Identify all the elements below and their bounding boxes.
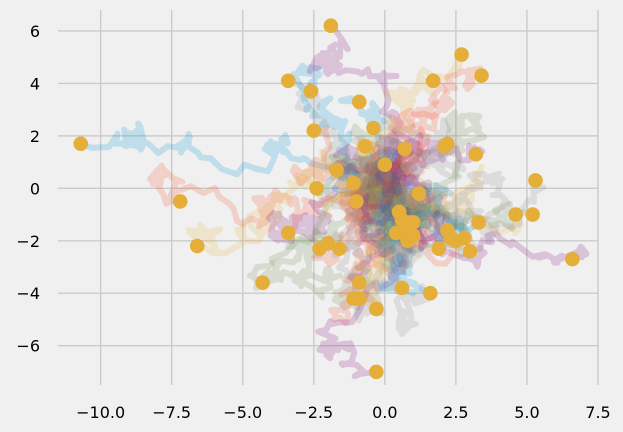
endpoint-marker (440, 136, 455, 152)
endpoint-marker (525, 207, 540, 222)
walk-path (357, 185, 590, 270)
endpoint-marker (394, 280, 410, 296)
endpoint-marker (346, 175, 361, 191)
endpoint-marker (351, 275, 367, 291)
endpoint-marker (189, 238, 205, 254)
endpoint-marker (457, 230, 472, 246)
y-axis-tick-labels: −6 −4 −2 0 2 4 6 (16, 22, 40, 356)
endpoint-marker (303, 83, 319, 99)
endpoint-marker (366, 120, 381, 136)
y-tick-label: −2 (16, 232, 40, 251)
endpoint-marker (565, 251, 580, 267)
y-tick-label: 6 (30, 22, 40, 41)
walk-path (331, 176, 399, 311)
walk-path (77, 120, 400, 197)
endpoint-marker (369, 364, 384, 380)
y-tick-label: −4 (16, 284, 40, 303)
endpoint-marker (468, 146, 484, 162)
endpoint-marker (320, 236, 336, 251)
walk-path (324, 155, 410, 259)
walk-path (337, 138, 403, 210)
endpoint-marker (309, 181, 324, 196)
walk-path (332, 130, 414, 196)
x-tick-label: 0.0 (372, 403, 397, 422)
endpoint-marker (405, 215, 421, 230)
endpoint-marker (329, 162, 344, 178)
endpoint-marker (332, 241, 347, 256)
endpoint-marker (306, 123, 322, 138)
walk-path (147, 162, 388, 231)
walk-path (347, 176, 466, 267)
walk-path (360, 76, 448, 194)
walk-path (290, 62, 391, 193)
endpoint-marker (474, 68, 489, 83)
endpoint-marker (454, 47, 469, 62)
endpoint-marker (357, 139, 373, 154)
walk-path (369, 170, 441, 338)
x-tick-label: −5.0 (223, 403, 262, 422)
walk-path (186, 172, 402, 257)
walk-path (372, 164, 524, 239)
y-tick-label: 2 (30, 127, 40, 146)
endpoint-marker (397, 141, 413, 157)
endpoint-marker (280, 73, 296, 89)
endpoint-marker (255, 275, 270, 291)
walk-path (345, 171, 426, 252)
x-grid-lines (99, 10, 599, 385)
walk-path (359, 164, 428, 246)
endpoint-marker (423, 285, 438, 301)
endpoint-marker (323, 18, 339, 34)
endpoint-marker (351, 94, 367, 110)
walk-endpoints (73, 18, 580, 380)
endpoint-marker (462, 243, 478, 259)
walk-path (352, 178, 425, 277)
y-tick-label: 0 (30, 179, 40, 198)
x-tick-label: 2.5 (443, 403, 468, 422)
endpoint-marker (471, 215, 486, 230)
endpoint-marker (351, 291, 367, 306)
endpoint-marker (349, 194, 364, 209)
walk-path (338, 179, 427, 253)
walk-path (310, 185, 393, 268)
x-axis-tick-labels: −10.0 −7.5 −5.0 −2.5 0.0 2.5 5.0 7.5 (76, 403, 611, 422)
endpoint-marker (369, 301, 384, 317)
walk-path (381, 132, 486, 198)
endpoint-marker (411, 186, 427, 201)
x-tick-label: −2.5 (294, 403, 333, 422)
x-tick-label: 5.0 (514, 403, 539, 422)
y-tick-label: 4 (30, 74, 40, 93)
endpoint-marker (405, 228, 421, 243)
walk-path (289, 125, 388, 201)
endpoint-marker (425, 73, 441, 89)
walk-path (315, 163, 407, 380)
walk-path (335, 183, 388, 324)
endpoint-marker (377, 157, 393, 173)
endpoint-marker (280, 225, 296, 241)
walk-path (295, 145, 415, 192)
walk-path (266, 163, 394, 245)
endpoint-marker (528, 173, 543, 188)
endpoint-marker (172, 194, 188, 209)
x-tick-label: −7.5 (152, 403, 191, 422)
endpoint-marker (508, 207, 523, 222)
x-tick-label: 7.5 (585, 403, 610, 422)
x-tick-label: −10.0 (76, 403, 125, 422)
endpoint-marker (73, 136, 89, 152)
endpoint-marker (388, 225, 404, 241)
walk-path (338, 152, 473, 258)
y-tick-label: −6 (16, 337, 40, 356)
walk-path (381, 109, 488, 215)
endpoint-marker (431, 241, 447, 256)
walk-path (376, 163, 451, 241)
